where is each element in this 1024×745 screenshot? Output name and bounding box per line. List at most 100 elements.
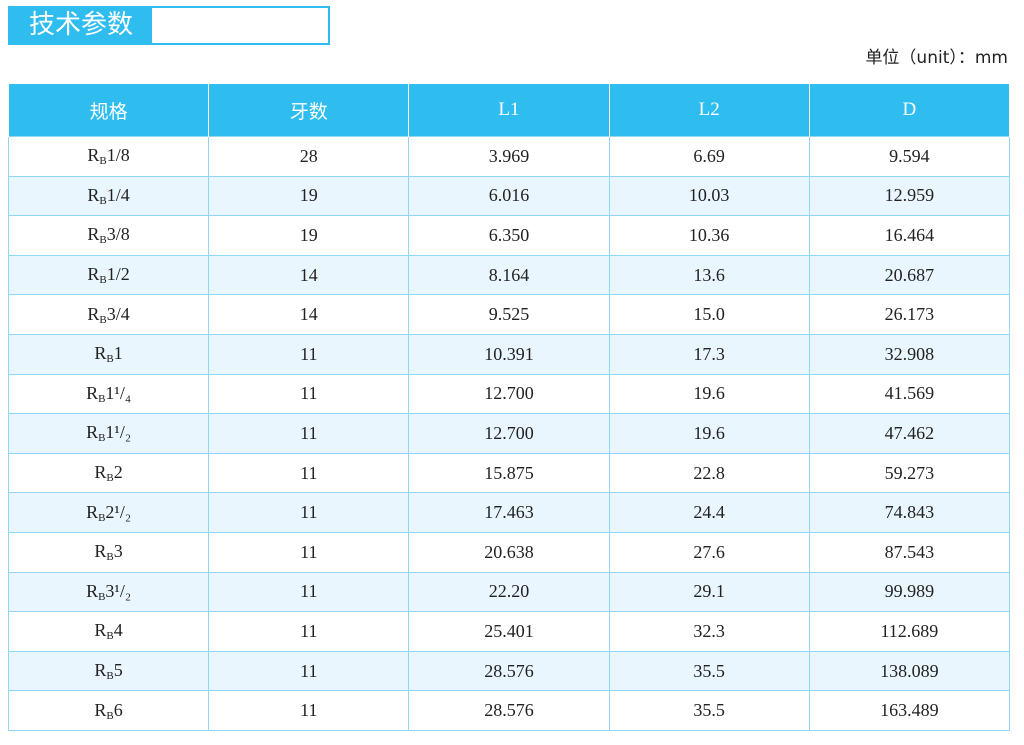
spec-cell: RB1/8: [7, 136, 210, 177]
column-header: L2: [608, 84, 810, 137]
spec-main: R: [94, 620, 107, 641]
value-cell: 22.20: [408, 571, 610, 613]
value-cell: 11: [208, 413, 410, 454]
table-row: RB4 11 25.401 32.3 112.689: [7, 611, 1011, 652]
spec-size: 6: [113, 699, 123, 720]
value-cell: 15.0: [608, 294, 810, 335]
spec-cell: RB3¹/₂: [7, 571, 210, 613]
spec-main: R: [94, 343, 107, 364]
title-box: 技术参数: [8, 6, 330, 45]
spec-main: R: [87, 224, 100, 245]
spec-main: R: [86, 580, 99, 601]
value-cell: 10.03: [608, 175, 810, 217]
value-cell: 17.463: [408, 492, 610, 533]
value-cell: 11: [208, 531, 410, 573]
column-header: L1: [408, 84, 610, 137]
column-header: 规格: [7, 84, 210, 137]
value-cell: 28.576: [408, 690, 610, 731]
value-cell: 19: [208, 215, 410, 256]
spec-main: R: [86, 422, 99, 443]
spec-size: 1/4: [106, 184, 130, 205]
spec-size: 3: [113, 541, 123, 562]
spec-sub: B: [106, 630, 114, 643]
spec-cell: RB3/4: [7, 294, 210, 335]
value-cell: 16.464: [808, 215, 1011, 256]
value-cell: 25.401: [408, 611, 610, 652]
value-cell: 74.843: [808, 492, 1011, 533]
spec-sub: B: [106, 709, 114, 722]
value-cell: 9.594: [808, 136, 1011, 177]
table-row: RB1/8 28 3.969 6.69 9.594: [7, 136, 1011, 177]
value-cell: 19: [208, 175, 410, 217]
value-cell: 28: [208, 136, 410, 177]
spec-table: 规格 牙数 L1 L2 D RB1/8 28 3.969 6.69 9.594 RB1/4 19 6.…: [7, 84, 1011, 731]
spec-size: 2: [113, 462, 123, 483]
value-cell: 11: [208, 650, 410, 692]
spec-sub: B: [99, 234, 107, 247]
value-cell: 6.016: [408, 175, 610, 217]
spec-main: R: [94, 699, 107, 720]
value-cell: 11: [208, 690, 410, 731]
value-cell: 87.543: [808, 531, 1011, 573]
value-cell: 59.273: [808, 452, 1011, 494]
table-row: RB1¹/₄ 11 12.700 19.6 41.569: [7, 373, 1011, 415]
value-cell: 9.525: [408, 294, 610, 335]
value-cell: 29.1: [608, 571, 810, 613]
spec-sub: B: [106, 353, 114, 366]
value-cell: 11: [208, 571, 410, 613]
spec-sub: B: [98, 511, 106, 524]
table-body: RB1/8 28 3.969 6.69 9.594 RB1/4 19 6.016 10.03 12…: [7, 136, 1011, 731]
value-cell: 20.687: [808, 254, 1011, 296]
spec-size: 3¹/₂: [105, 580, 132, 601]
spec-size: 1¹/₄: [105, 382, 132, 403]
value-cell: 41.569: [808, 373, 1011, 415]
value-cell: 15.875: [408, 452, 610, 494]
value-cell: 20.638: [408, 531, 610, 573]
table-row: RB3¹/₂ 11 22.20 29.1 99.989: [7, 571, 1011, 613]
title: 技术参数: [10, 8, 152, 43]
spec-sub: B: [99, 155, 107, 168]
value-cell: 28.576: [408, 650, 610, 692]
value-cell: 24.4: [608, 492, 810, 533]
table-row: RB2 11 15.875 22.8 59.273: [7, 452, 1011, 494]
value-cell: 112.689: [808, 611, 1011, 652]
value-cell: 99.989: [808, 571, 1011, 613]
spec-main: R: [94, 541, 107, 562]
value-cell: 6.350: [408, 215, 610, 256]
value-cell: 35.5: [608, 690, 810, 731]
spec-main: R: [94, 660, 107, 681]
header-row: 规格 牙数 L1 L2 D: [7, 84, 1011, 137]
value-cell: 12.959: [808, 175, 1011, 217]
spec-cell: RB5: [7, 650, 210, 692]
spec-cell: RB1/4: [7, 175, 210, 217]
table-row: RB3/8 19 6.350 10.36 16.464: [7, 215, 1011, 256]
spec-sub: B: [106, 670, 114, 683]
spec-sub: B: [99, 274, 107, 287]
table-row: RB1¹/₂ 11 12.700 19.6 47.462: [7, 413, 1011, 454]
value-cell: 3.969: [408, 136, 610, 177]
spec-cell: RB3: [7, 531, 210, 573]
spec-size: 1¹/₂: [105, 422, 132, 443]
table-row: RB3/4 14 9.525 15.0 26.173: [7, 294, 1011, 335]
table-row: RB1/2 14 8.164 13.6 20.687: [7, 254, 1011, 296]
value-cell: 10.391: [408, 333, 610, 375]
value-cell: 22.8: [608, 452, 810, 494]
value-cell: 19.6: [608, 413, 810, 454]
spec-cell: RB1¹/₂: [7, 413, 210, 454]
spec-size: 2¹/₂: [105, 501, 132, 522]
unit-label: 单位（unit）：mm: [865, 48, 1008, 68]
spec-size: 4: [113, 620, 123, 641]
value-cell: 17.3: [608, 333, 810, 375]
spec-main: R: [94, 462, 107, 483]
spec-main: R: [87, 303, 100, 324]
spec-size: 1/2: [106, 264, 130, 285]
spec-cell: RB1¹/₄: [7, 373, 210, 415]
value-cell: 8.164: [408, 254, 610, 296]
spec-main: R: [87, 264, 100, 285]
spec-cell: RB3/8: [7, 215, 210, 256]
value-cell: 11: [208, 492, 410, 533]
spec-cell: RB1/2: [7, 254, 210, 296]
spec-sub: B: [99, 194, 107, 207]
spec-sub: B: [98, 392, 106, 405]
